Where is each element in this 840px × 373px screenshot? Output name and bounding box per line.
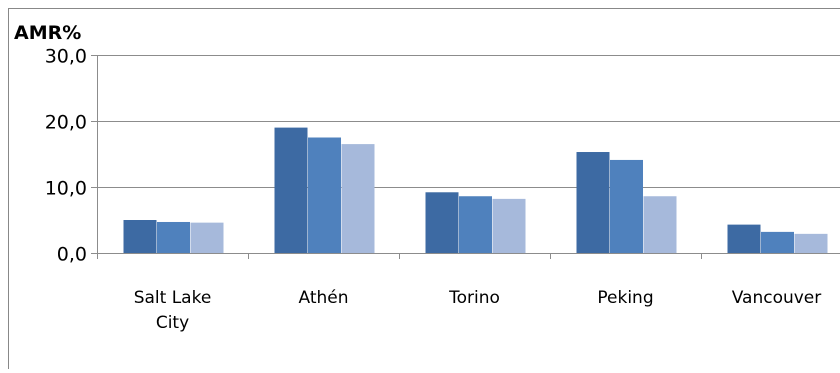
- bars: [124, 128, 828, 253]
- y-tick-label: 30,0: [45, 46, 87, 68]
- bar: [644, 196, 677, 253]
- y-tick-label: 20,0: [45, 112, 87, 134]
- bar: [308, 138, 341, 254]
- bar: [610, 160, 643, 253]
- x-category-label: Athén: [298, 288, 348, 308]
- bar: [191, 223, 224, 253]
- bar: [577, 152, 610, 253]
- bar: [426, 192, 459, 253]
- y-tick-label: 0,0: [57, 244, 87, 266]
- chart-border: [9, 9, 840, 370]
- bar: [795, 234, 828, 253]
- axes: 0,0 10,0 20,0 30,0 Salt Lake City Athén Torino P…: [45, 46, 840, 334]
- bar: [728, 225, 761, 253]
- bar: [761, 232, 794, 253]
- y-axis-label: AMR%: [14, 22, 81, 44]
- x-category-label: Torino: [448, 288, 500, 308]
- y-tick-label: 10,0: [45, 178, 87, 200]
- x-category-label: Peking: [597, 288, 653, 308]
- x-category-label: Vancouver: [732, 288, 822, 308]
- bar: [342, 144, 375, 253]
- x-category-label: Salt Lake: [134, 288, 212, 308]
- x-category-label: City: [156, 313, 189, 333]
- bar: [157, 222, 190, 253]
- bar: [459, 196, 492, 253]
- bar: [275, 128, 308, 253]
- gridlines: [97, 56, 840, 188]
- bar: [124, 220, 157, 253]
- bar: [493, 199, 526, 253]
